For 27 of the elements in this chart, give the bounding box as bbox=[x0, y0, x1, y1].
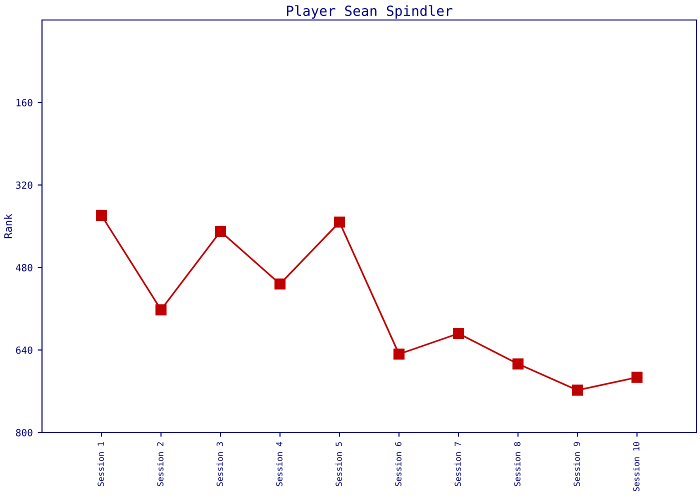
y-tick-label: 480 bbox=[16, 264, 32, 272]
x-tick-label: Session 3 bbox=[216, 442, 223, 486]
point bbox=[96, 210, 108, 221]
y-tick-label: 800 bbox=[16, 429, 32, 436]
x-tick-label: Session 9 bbox=[573, 442, 580, 486]
x-tick-label: Session 2 bbox=[156, 442, 164, 486]
point bbox=[631, 372, 643, 383]
y-tick-label: 160 bbox=[16, 99, 32, 106]
point bbox=[334, 216, 346, 228]
point bbox=[214, 226, 226, 237]
y-tick-label: 320 bbox=[16, 182, 32, 189]
point bbox=[452, 328, 464, 340]
y-tick-label: 640 bbox=[16, 346, 32, 354]
point bbox=[512, 358, 524, 370]
point bbox=[274, 278, 286, 290]
x-tick-label: Session 6 bbox=[394, 442, 402, 486]
x-tick-label: Session 8 bbox=[514, 442, 520, 486]
y-axis-title: Rank bbox=[4, 214, 12, 238]
point bbox=[572, 384, 584, 396]
point bbox=[393, 348, 405, 360]
x-tick-label: Session 4 bbox=[276, 442, 282, 486]
x-tick-label: Session 5 bbox=[335, 442, 342, 486]
x-tick-label: Session 1 bbox=[97, 442, 104, 486]
x-tick-label: Session 7 bbox=[454, 442, 461, 486]
point bbox=[155, 304, 167, 316]
chart-title: Player Sean Spindler bbox=[286, 5, 452, 19]
x-tick-label: Session 10 bbox=[632, 442, 640, 492]
